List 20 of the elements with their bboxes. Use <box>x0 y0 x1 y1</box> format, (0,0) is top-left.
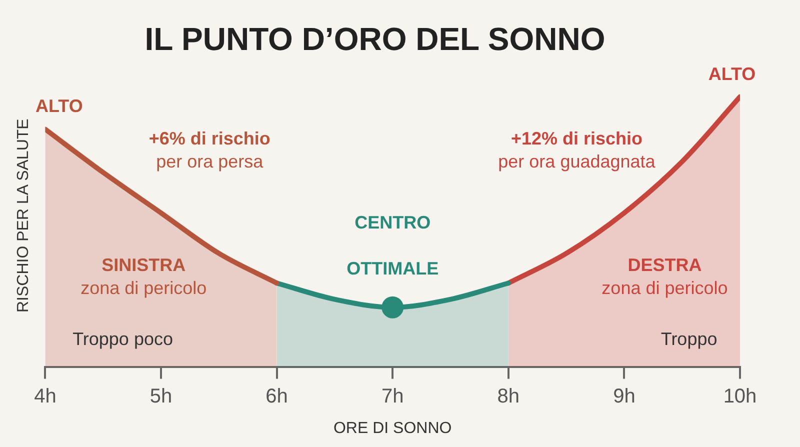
x-tick-label: 8h <box>497 385 520 408</box>
chart-title: IL PUNTO D’ORO DEL SONNO <box>144 21 606 58</box>
y-axis-title: RISCHIO PER LA SALUTE <box>15 118 32 313</box>
annotation: CENTRO <box>354 212 431 233</box>
annotation: Troppo <box>660 328 718 349</box>
x-tick-label: 4h <box>34 385 56 408</box>
annotation: SINISTRA zona di pericolo <box>80 255 207 298</box>
x-tick-label: 5h <box>150 385 172 408</box>
x-tick-label: 9h <box>613 385 636 408</box>
x-tick-label: 6h <box>266 385 288 408</box>
x-tick-label: 10h <box>723 385 757 408</box>
annotation: ALTO <box>36 96 83 116</box>
x-axis-title: ORE DI SONNO <box>333 420 452 437</box>
annotation: OTTIMALE <box>346 258 439 279</box>
annotation: ALTO <box>708 64 756 84</box>
annotation: DESTRA zona di pericolo <box>602 255 728 298</box>
annotation: +6% di rischio per ora persa <box>148 128 270 172</box>
x-tick-label: 7h <box>381 385 404 408</box>
annotation: +12% di rischio per ora guadagnata <box>498 128 656 172</box>
annotation: Troppo poco <box>72 328 173 349</box>
